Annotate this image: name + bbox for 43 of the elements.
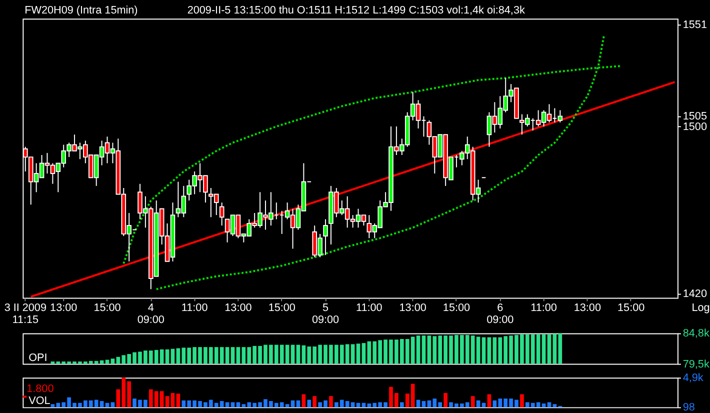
x-tick-label: 13:00 xyxy=(574,302,601,314)
chart-title: FW20H09 (Intra 15min) xyxy=(24,4,138,17)
y-tick-label: 1505 xyxy=(682,110,707,123)
bar xyxy=(329,396,333,408)
bar xyxy=(312,396,317,408)
y-tick-label: 84,8k xyxy=(682,328,710,340)
text: VOL xyxy=(28,395,50,408)
text: OPI xyxy=(28,352,48,364)
x-tick-label: 6 09:00 xyxy=(486,302,514,326)
x-tick-label: 13:00 xyxy=(50,302,78,314)
y-tick-label: 1551 xyxy=(682,19,707,32)
x-tick-label: 15:00 xyxy=(268,302,296,314)
bar xyxy=(176,394,180,408)
y-tick-label: 1500 xyxy=(682,120,707,133)
y-axis-title: Log xyxy=(692,302,710,314)
x-tick-label: 15:00 xyxy=(618,302,645,314)
bar xyxy=(520,394,524,408)
x-tick-label: 11:00 xyxy=(530,302,557,314)
x-tick-label: 15:00 xyxy=(94,302,121,314)
x-tick-label: 4 09:00 xyxy=(137,302,164,326)
bar xyxy=(444,393,448,408)
x-tick-label: 15:00 xyxy=(442,302,470,314)
x-tick-label: 13:00 xyxy=(224,302,252,314)
ref-line-label: 1.800 xyxy=(26,382,54,395)
y-tick-label: 4,9k xyxy=(682,372,704,384)
y-tick-label: 98 xyxy=(682,402,695,413)
chart-subtitle: 2009-II-5 13:15:00 thu O:1511 H:1512 L:1499 C:1503 vol:1,4k oi:84,3k xyxy=(187,4,526,17)
x-tick-label: 3 II 2009 11:15 xyxy=(4,302,46,326)
bar xyxy=(165,396,170,408)
candlestick xyxy=(219,202,224,226)
bar xyxy=(302,394,306,408)
bar xyxy=(307,400,312,408)
y-tick-label: 79,5k xyxy=(682,358,710,370)
bar xyxy=(400,402,404,408)
x-tick-label: 13:00 xyxy=(399,302,426,314)
y-tick-label: 1420 xyxy=(682,288,707,300)
x-tick-label: 5 09:00 xyxy=(312,302,340,326)
bar xyxy=(470,396,475,408)
x-tick-label: 11:00 xyxy=(181,302,208,314)
bar xyxy=(487,394,492,408)
candlestick xyxy=(323,218,328,256)
bar xyxy=(170,393,175,408)
x-tick-label: 11:00 xyxy=(356,302,382,314)
